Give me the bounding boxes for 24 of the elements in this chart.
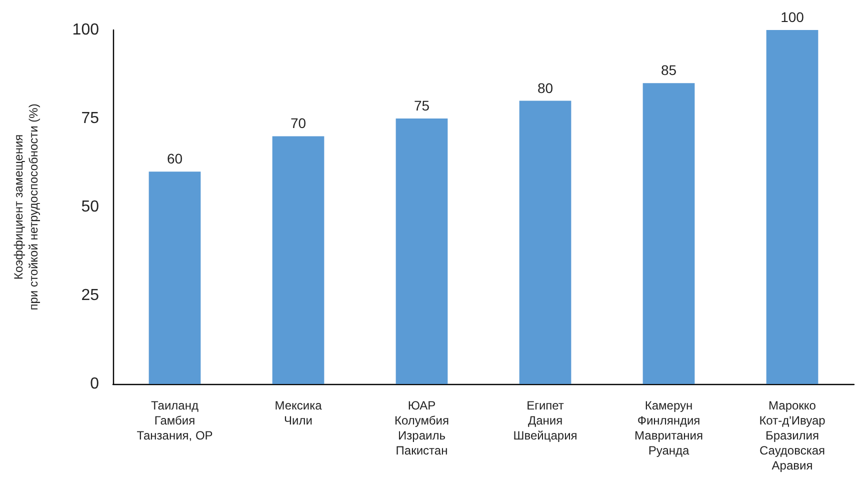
x-tick-label: Египет Дания Швейцария: [513, 398, 578, 442]
y-tick-label: 75: [81, 110, 100, 127]
y-axis-title: Коэффициент замещения при стойкой нетрудоспособности (%): [12, 104, 40, 310]
bar: [396, 118, 448, 384]
x-tick-label: Мексика Чили: [274, 398, 322, 428]
x-tick-label: Марокко Кот-д'Ивуар Бразилия Саудовская Аравия: [759, 398, 826, 472]
x-tick-label: Таиланд Гамбия Танзания, ОР: [136, 398, 213, 442]
y-tick-label: 100: [72, 22, 100, 38]
y-tick-label: 50: [81, 198, 100, 216]
data-label: 60: [166, 150, 183, 167]
data-label: 70: [290, 115, 306, 132]
data-label: 80: [537, 80, 554, 96]
bar: [272, 136, 324, 384]
data-label: 100: [780, 9, 804, 25]
y-tick-label: 25: [81, 287, 100, 304]
bar: [766, 30, 818, 384]
x-tick-label: ЮАР Колумбия Израиль Пакистан: [394, 398, 449, 458]
y-tick-label: 0: [90, 376, 100, 392]
data-label: 75: [414, 98, 430, 114]
bar: [519, 100, 572, 384]
data-label: 85: [660, 62, 677, 78]
x-tick-label: Камерун Финляндия Мавритания Руанда: [634, 398, 703, 458]
bar: [148, 172, 201, 384]
bar: [642, 83, 695, 384]
